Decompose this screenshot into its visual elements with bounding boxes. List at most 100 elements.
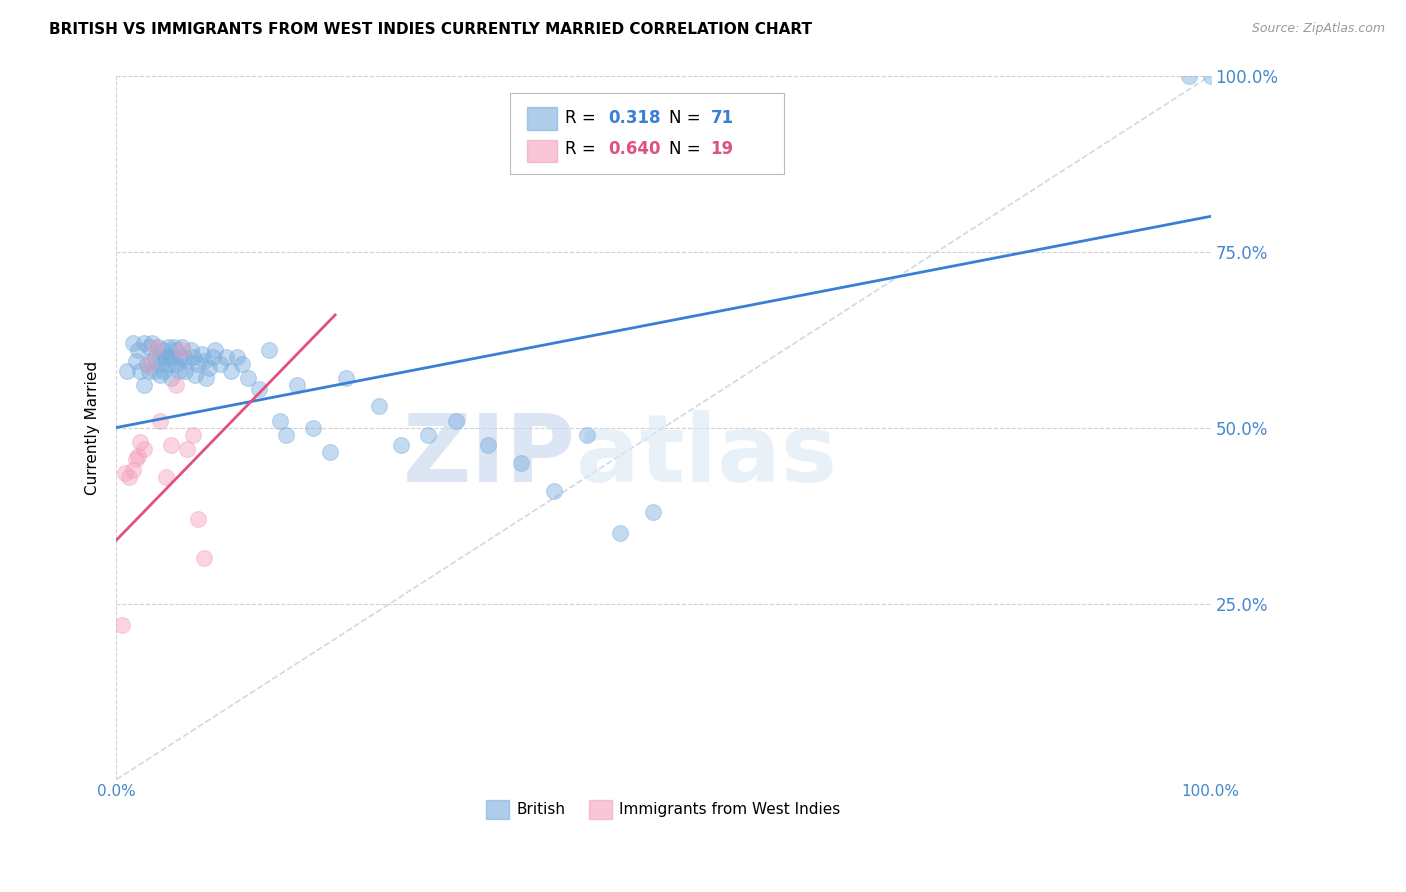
Point (160, 350, 183, 364)
Point (132, 378, 155, 392)
Point (121, 336, 143, 351)
Point (167, 364, 190, 378)
Point (181, 427, 204, 442)
Point (236, 371, 259, 385)
Text: R =: R = (565, 140, 600, 159)
Point (152, 343, 174, 358)
Point (477, 438, 499, 452)
Point (335, 371, 357, 385)
Point (204, 343, 226, 358)
Point (174, 364, 197, 378)
Point (141, 336, 163, 351)
Point (1199, 69, 1222, 83)
Point (193, 550, 215, 565)
Point (166, 343, 188, 358)
Point (170, 340, 193, 354)
Point (125, 353, 148, 368)
Point (155, 350, 177, 364)
FancyBboxPatch shape (510, 93, 785, 174)
Point (157, 357, 180, 371)
Point (195, 371, 218, 385)
Point (127, 343, 149, 358)
Point (125, 452, 148, 467)
Point (231, 357, 253, 371)
Point (143, 350, 166, 364)
Point (274, 427, 297, 442)
Point (150, 357, 173, 371)
Point (609, 526, 631, 541)
Point (418, 427, 440, 442)
Point (641, 505, 664, 519)
Point (166, 357, 188, 371)
Point (143, 364, 166, 378)
Point (163, 340, 186, 354)
Point (181, 350, 204, 364)
Point (121, 463, 143, 477)
Text: 71: 71 (710, 109, 734, 127)
Point (190, 346, 212, 360)
Point (132, 442, 155, 456)
Point (368, 400, 391, 414)
Point (156, 340, 179, 354)
Point (146, 340, 169, 354)
Point (149, 413, 172, 427)
Point (170, 343, 193, 358)
Point (169, 350, 191, 364)
Point (302, 420, 325, 434)
Bar (527, 107, 557, 129)
Text: atlas: atlas (576, 409, 837, 501)
Point (149, 350, 172, 364)
Point (129, 434, 152, 449)
Point (225, 350, 247, 364)
Point (543, 483, 565, 498)
Point (318, 445, 340, 459)
Point (187, 357, 209, 371)
Point (219, 364, 242, 378)
Point (176, 353, 198, 368)
Point (201, 350, 224, 364)
Point (1177, 69, 1199, 83)
Point (198, 360, 221, 375)
Point (247, 382, 270, 396)
Point (138, 340, 160, 354)
Point (510, 456, 533, 470)
Point (115, 364, 138, 378)
Bar (527, 139, 557, 162)
Point (141, 353, 163, 368)
Point (138, 364, 160, 378)
Point (176, 442, 198, 456)
Point (114, 467, 136, 481)
Y-axis label: Currently Married: Currently Married (86, 360, 100, 495)
Text: ZIP: ZIP (404, 409, 576, 501)
Point (389, 438, 412, 452)
Point (138, 357, 160, 371)
Point (173, 350, 195, 364)
Text: 19: 19 (710, 140, 734, 159)
Point (129, 364, 152, 378)
Point (269, 413, 291, 427)
Point (149, 368, 172, 382)
Point (575, 427, 598, 442)
Text: 0.318: 0.318 (609, 109, 661, 127)
Text: N =: N = (669, 109, 706, 127)
Point (162, 350, 184, 364)
Point (184, 368, 207, 382)
Point (132, 336, 155, 351)
Point (111, 617, 134, 632)
Point (155, 470, 177, 484)
Point (143, 340, 166, 354)
Point (193, 353, 215, 368)
Point (444, 413, 467, 427)
Point (153, 364, 176, 378)
Point (160, 371, 183, 385)
Point (160, 438, 183, 452)
Point (209, 357, 232, 371)
Point (135, 357, 157, 371)
Point (187, 512, 209, 526)
Point (285, 378, 308, 392)
Text: 0.640: 0.640 (609, 140, 661, 159)
Legend: British, Immigrants from West Indies: British, Immigrants from West Indies (481, 794, 846, 825)
Point (180, 343, 202, 358)
Text: N =: N = (669, 140, 706, 159)
Text: R =: R = (565, 109, 600, 127)
